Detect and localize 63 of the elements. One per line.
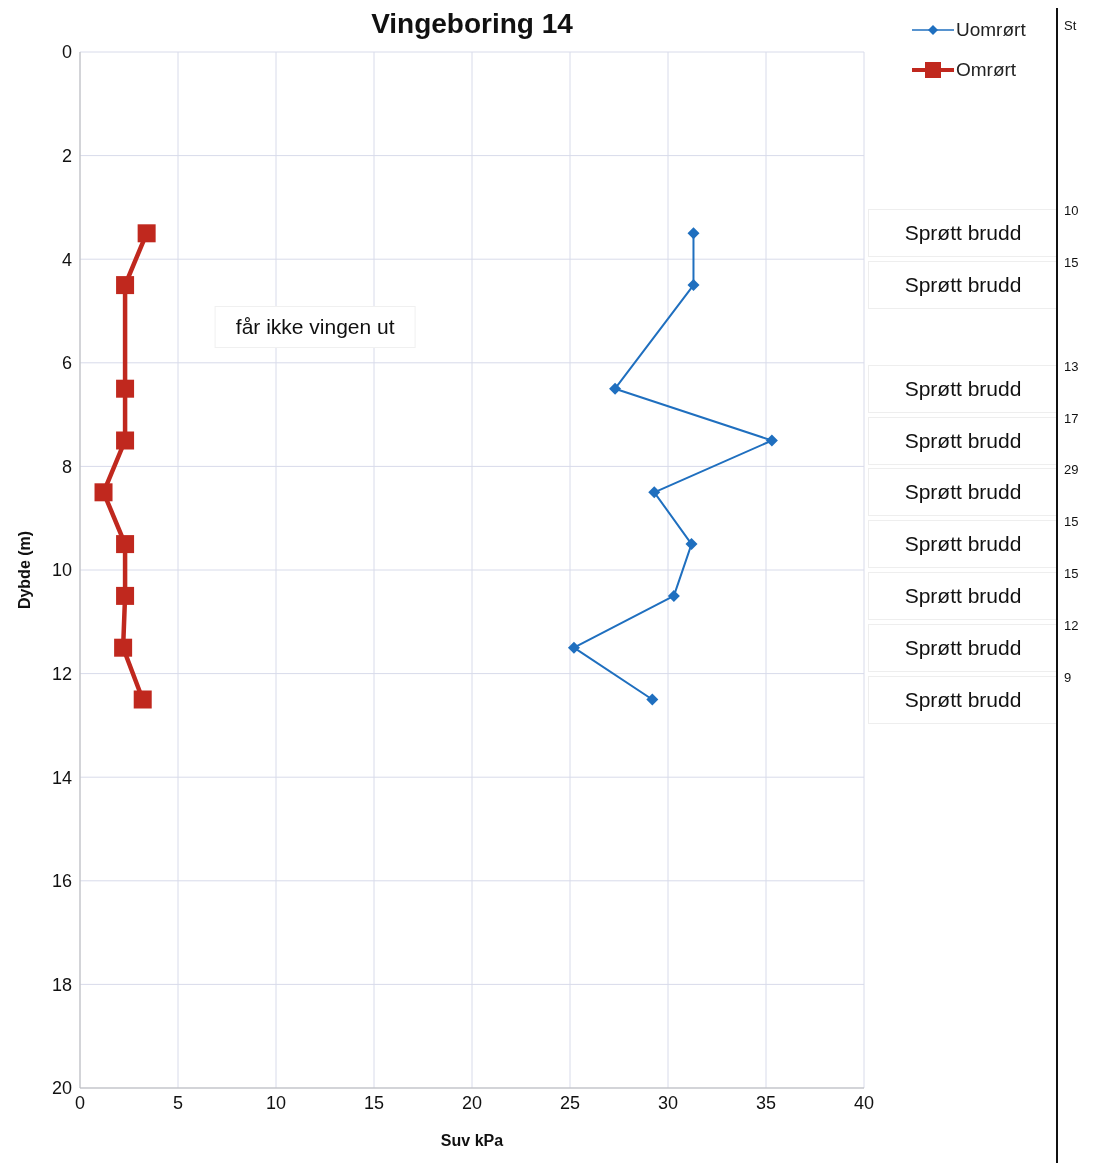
text: Sprøtt brudd: [868, 364, 1058, 413]
point: [687, 227, 700, 240]
text: Sprøtt brudd: [868, 261, 1058, 310]
text: St: [1064, 18, 1077, 33]
point: [116, 431, 135, 450]
y-tick-label: 8: [61, 456, 72, 477]
point: [137, 224, 156, 243]
x-tick-label: 10: [265, 1092, 287, 1113]
y-tick-label: 20: [51, 1078, 72, 1099]
x-tick-label: 15: [363, 1092, 385, 1113]
point: [687, 279, 700, 292]
x-tick-label: 5: [172, 1092, 184, 1113]
text: Sprøtt brudd: [868, 468, 1058, 517]
point: [685, 538, 698, 551]
text: 15: [1064, 514, 1079, 530]
point: [116, 276, 135, 295]
text: Sprøtt brudd: [868, 571, 1058, 620]
text: 9: [1064, 669, 1072, 685]
point: [116, 379, 135, 398]
y-tick-label: 0: [61, 42, 72, 63]
y-tick-label: 16: [51, 871, 72, 892]
x-tick-label: 30: [657, 1092, 679, 1113]
text: Sprøtt brudd: [868, 416, 1058, 465]
y-axis-title: Dybde (m): [15, 530, 33, 610]
text: 29: [1064, 462, 1079, 478]
text: Sprøtt brudd: [868, 520, 1058, 569]
text: 12: [1064, 617, 1079, 633]
text: Sprøtt brudd: [868, 623, 1058, 672]
x-tick-label: 25: [559, 1092, 581, 1113]
x-tick-label: 0: [74, 1092, 86, 1113]
x-axis-title: Suv kPa: [440, 1132, 504, 1149]
point: [114, 638, 133, 657]
y-tick-label: 18: [51, 974, 72, 995]
point: [667, 589, 680, 602]
y-tick-label: 2: [61, 145, 72, 166]
chart-title: Vingeboring 14: [370, 8, 574, 40]
x-tick-label: 40: [853, 1092, 875, 1113]
point: [94, 483, 113, 502]
text: 15: [1064, 255, 1079, 271]
point: [765, 434, 778, 447]
text: 15: [1064, 565, 1079, 581]
y-tick-label: 4: [61, 249, 72, 270]
point: [116, 535, 135, 554]
point: [648, 486, 661, 499]
text: 17: [1064, 410, 1079, 426]
text: Sprøtt brudd: [868, 209, 1058, 258]
point: [646, 693, 659, 706]
point: [567, 641, 580, 654]
x-tick-label: 35: [755, 1092, 777, 1113]
y-tick-label: 12: [51, 663, 72, 684]
point: [133, 690, 152, 709]
text: 10: [1064, 203, 1079, 219]
annotation: får ikke vingen ut: [214, 305, 416, 348]
legend-label: Uomrørt: [956, 19, 1026, 41]
x-tick-label: 20: [461, 1092, 483, 1113]
text: Sprøtt brudd: [868, 675, 1058, 724]
y-tick-label: 6: [61, 353, 72, 374]
point: [609, 382, 622, 395]
y-tick-label: 10: [51, 560, 72, 581]
legend-label: Omrørt: [956, 59, 1017, 81]
text: 13: [1064, 358, 1079, 374]
y-tick-label: 14: [51, 767, 72, 788]
point: [116, 586, 135, 605]
